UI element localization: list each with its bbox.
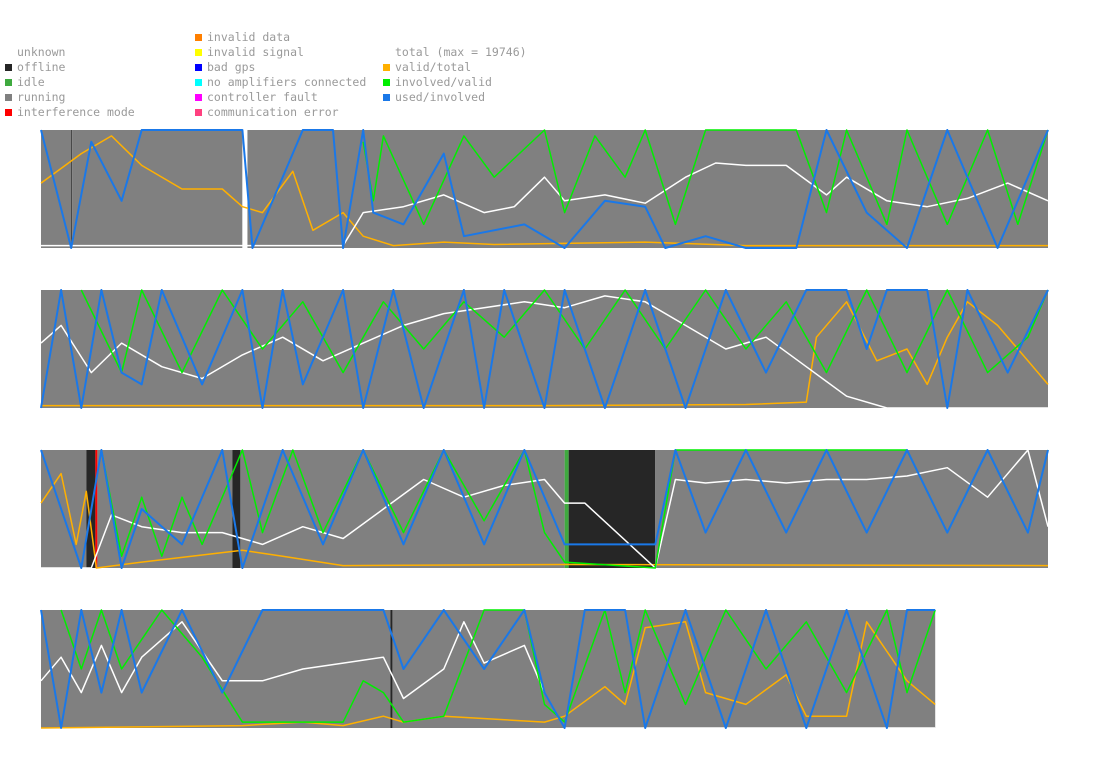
legend-item-no-amplifiers: no amplifiers connected [195,75,366,89]
series-line-total [40,621,936,729]
legend-label: invalid data [207,30,291,44]
state-segment-idle [564,450,569,568]
state-segment-interference-mode [95,450,98,568]
legend-swatch [195,34,202,41]
legend-item-invalid-data: invalid data [195,30,290,44]
series-line-total [40,295,1048,409]
legend-swatch [5,64,12,71]
legend-swatch [195,49,202,56]
legend-item-bad-gps: bad gps [195,60,255,74]
legend-item-used-involved: used/involved [383,90,485,104]
state-segment-offline [390,610,393,728]
legend-item-controller-fault: controller fault [195,90,318,104]
chart-panel-3 [40,449,1049,569]
legend-swatch [195,94,202,101]
legend-label: no amplifiers connected [207,75,367,89]
series-line-used-involved [40,449,1049,569]
legend-item-invalid-signal: invalid signal [195,45,304,59]
state-segment-running [655,450,1048,568]
legend-swatch [5,79,12,86]
legend-item-idle: idle [5,75,45,89]
legend-swatch [383,64,390,71]
state-segment-offline [568,450,656,568]
series-line-total [41,449,1049,569]
series-line-used-involved [40,609,936,729]
legend-label: involved/valid [395,75,492,89]
legend-swatch [5,94,12,101]
state-segment-running [41,610,391,728]
state-segment-running [240,450,565,568]
legend-label: offline [17,60,66,74]
legend-label: bad gps [207,60,256,74]
legend-swatch [5,109,12,116]
series-line-used-involved [40,129,1049,249]
legend-label: idle [17,75,45,89]
legend-label: communication error [207,105,339,119]
legend-label: interference mode [17,105,135,119]
legend-item-total: total (max = 19746) [383,45,527,59]
series-line-valid-total [40,472,1049,569]
state-segment-running [392,610,936,728]
state-segment-offline [232,450,241,568]
legend-swatch [383,79,390,86]
legend-swatch [195,64,202,71]
legend-label: used/involved [395,90,486,104]
legend-item-valid-total: valid/total [383,60,471,74]
chart-panel-2 [40,289,1049,409]
chart-panel-1 [40,129,1049,249]
legend-item-communication-error: communication error [195,105,339,119]
legend-label: total (max = 19746) [395,45,527,59]
legend-item-running: running [5,90,65,104]
legend-label: valid/total [395,60,472,74]
legend-item-involved-valid: involved/valid [383,75,492,89]
legend-label: unknown [17,45,66,59]
legend-item-unknown: unknown [5,45,65,59]
series-line-valid-total [41,301,1049,407]
legend-label: invalid signal [207,45,304,59]
state-segment-running [41,290,1048,408]
series-line-total [41,162,1049,247]
series-line-involved-valid [362,129,1049,226]
legend-swatch [5,49,12,56]
series-line-used-involved [40,289,1049,409]
series-line-valid-total [40,135,1048,247]
legend-swatch [195,109,202,116]
legend-label: controller fault [207,90,318,104]
legend-item-offline: offline [5,60,65,74]
legend-item-interference-mode: interference mode [5,105,135,119]
legend-swatch [383,49,390,56]
legend-swatch [195,79,202,86]
legend-label: running [17,90,66,104]
legend-swatch [383,94,390,101]
state-segment-unknown [242,130,248,248]
series-line-valid-total [40,621,936,729]
state-segment-offline [71,130,73,248]
series-line-involved-valid [80,289,1049,374]
chart-panel-4 [40,609,936,729]
